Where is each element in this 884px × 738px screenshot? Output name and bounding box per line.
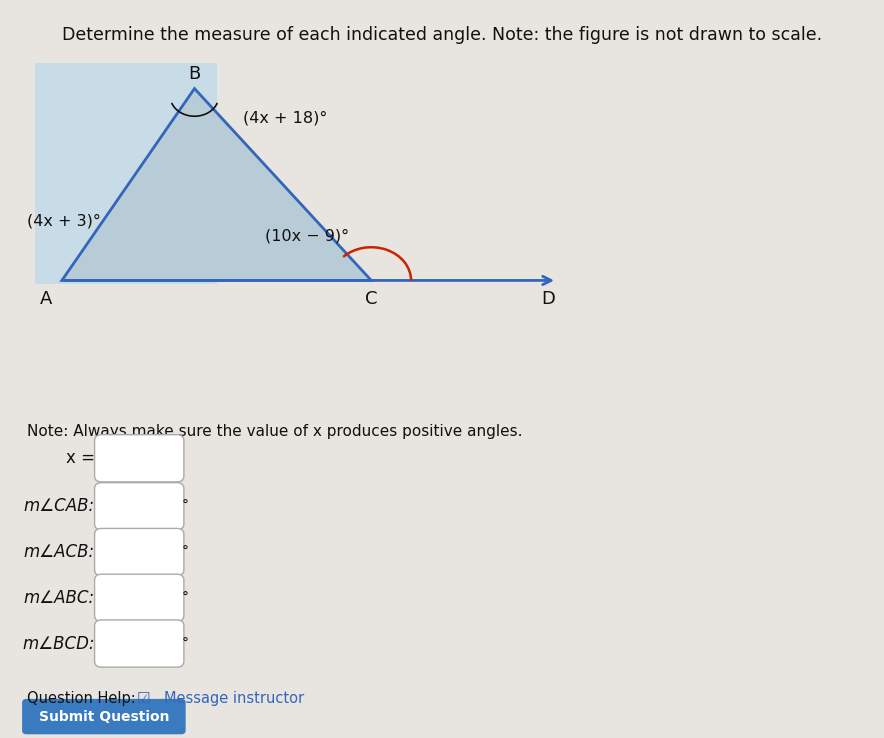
Text: (4x + 3)°: (4x + 3)° [27, 214, 101, 229]
Text: (10x − 9)°: (10x − 9)° [265, 229, 349, 244]
Text: m∠ABC:: m∠ABC: [24, 589, 95, 607]
Text: C: C [365, 290, 377, 308]
Text: A: A [40, 290, 52, 308]
Text: m∠CAB:: m∠CAB: [24, 497, 95, 515]
FancyBboxPatch shape [95, 620, 184, 667]
FancyBboxPatch shape [95, 574, 184, 621]
Text: m∠ACB:: m∠ACB: [24, 543, 95, 561]
Text: Message instructor: Message instructor [164, 691, 304, 706]
FancyBboxPatch shape [95, 528, 184, 576]
Text: Note: Always make sure the value of x produces positive angles.: Note: Always make sure the value of x pr… [27, 424, 522, 439]
Text: ☑: ☑ [137, 691, 150, 706]
Text: Determine the measure of each indicated angle. Note: the figure is not drawn to : Determine the measure of each indicated … [62, 26, 822, 44]
Text: D: D [541, 290, 555, 308]
FancyBboxPatch shape [95, 483, 184, 530]
Text: B: B [188, 65, 201, 83]
Text: x =: x = [65, 449, 95, 467]
Text: Question Help:: Question Help: [27, 691, 135, 706]
Text: °: ° [182, 545, 189, 559]
Polygon shape [62, 89, 371, 280]
FancyBboxPatch shape [22, 699, 186, 734]
FancyBboxPatch shape [35, 63, 217, 284]
Text: °: ° [182, 591, 189, 604]
FancyBboxPatch shape [95, 435, 184, 482]
Text: (4x + 18)°: (4x + 18)° [243, 111, 327, 125]
Text: Submit Question: Submit Question [39, 710, 169, 723]
Text: °: ° [182, 637, 189, 650]
Text: °: ° [182, 500, 189, 513]
Text: m∠BCD:: m∠BCD: [22, 635, 95, 652]
